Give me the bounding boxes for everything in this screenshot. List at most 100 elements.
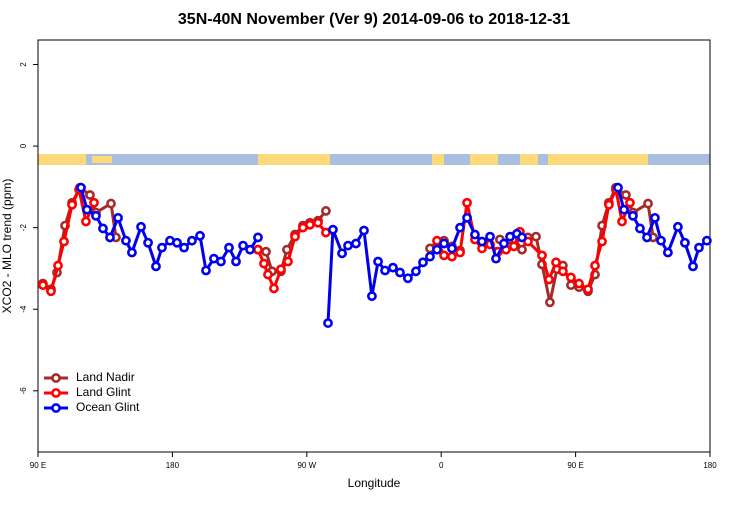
data-point: [195, 230, 205, 241]
data-point: [245, 244, 255, 255]
data-point: [425, 251, 435, 262]
y-tick-label: 2: [19, 62, 28, 67]
data-point: [517, 244, 527, 255]
data-point: [701, 235, 712, 246]
data-point: [46, 286, 56, 297]
data-point: [662, 247, 673, 258]
data-point: [635, 223, 645, 234]
data-point: [628, 210, 638, 221]
data-point: [604, 199, 614, 210]
data-point: [224, 242, 234, 253]
data-point: [367, 291, 377, 302]
data-point: [143, 237, 153, 248]
legend-label: Ocean Glint: [76, 400, 140, 414]
data-point: [253, 232, 263, 243]
data-point: [259, 258, 269, 269]
data-point: [359, 225, 369, 236]
data-point: [290, 231, 300, 242]
data-point: [625, 197, 635, 208]
data-point: [470, 229, 480, 240]
data-point: [76, 182, 86, 193]
y-tick-label: 0: [19, 143, 28, 148]
data-point: [643, 198, 653, 209]
data-point: [305, 219, 315, 230]
data-point: [402, 273, 413, 284]
data-point: [253, 244, 263, 255]
data-point: [545, 297, 555, 308]
data-point: [418, 257, 428, 268]
legend-marker: [51, 388, 61, 398]
data-point: [187, 235, 197, 246]
data-point: [566, 272, 576, 283]
data-point: [491, 253, 501, 264]
data-point: [447, 243, 457, 254]
data-point: [231, 256, 241, 267]
data-point: [411, 266, 421, 277]
data-point: [613, 182, 623, 193]
data-point: [656, 235, 666, 246]
data-point: [499, 238, 509, 249]
data-point: [82, 204, 92, 215]
data-point: [313, 217, 323, 228]
y-axis-label: XCO2 - MLO trend (ppm): [0, 179, 14, 314]
data-point: [127, 247, 137, 258]
data-point: [649, 212, 660, 223]
legend-label: Land Glint: [76, 385, 131, 399]
data-point: [462, 212, 472, 223]
data-point: [67, 199, 77, 210]
data-point: [619, 204, 629, 215]
data-point: [151, 261, 161, 272]
chart-title: 35N-40N November (Ver 9) 2014-09-06 to 2…: [178, 11, 570, 28]
data-point: [688, 261, 698, 272]
data-point: [283, 256, 293, 267]
data-point: [337, 248, 347, 259]
data-point: [380, 265, 390, 276]
x-tick-label: 180: [166, 461, 180, 470]
data-point: [558, 266, 568, 277]
data-point: [261, 246, 271, 257]
legend-marker: [51, 373, 61, 383]
data-point: [509, 241, 519, 252]
data-point: [201, 265, 211, 276]
data-point: [462, 197, 472, 208]
data-point: [59, 236, 69, 247]
data-point: [455, 222, 465, 233]
data-point: [617, 216, 627, 227]
x-tick-label: 180: [703, 461, 717, 470]
data-point: [91, 210, 101, 221]
data-point: [269, 283, 279, 294]
data-point: [53, 260, 63, 271]
data-point: [439, 238, 449, 249]
legend-marker: [51, 403, 61, 413]
data-point: [485, 231, 495, 242]
data-point: [263, 269, 273, 280]
data-point: [388, 262, 398, 273]
data-point: [113, 212, 123, 223]
data-point: [694, 242, 704, 253]
data-point: [328, 224, 338, 235]
data-point: [276, 264, 286, 275]
data-point: [216, 256, 226, 267]
x-tick-label: 90 E: [30, 461, 46, 470]
x-tick-label: 90 E: [567, 461, 583, 470]
data-point: [537, 250, 547, 261]
data-point: [106, 198, 116, 209]
data-point: [179, 242, 189, 253]
data-point: [121, 235, 131, 246]
land-mask-band: [38, 154, 710, 165]
data-point: [477, 236, 487, 247]
data-point: [157, 242, 167, 253]
data-point: [544, 274, 554, 285]
plot-frame: [37, 39, 711, 453]
data-point: [351, 238, 361, 249]
data-point: [680, 237, 690, 248]
legend-label: Land Nadir: [76, 370, 135, 384]
data-point: [38, 280, 48, 291]
data-point: [455, 247, 465, 258]
data-point: [343, 240, 353, 251]
data-point: [590, 260, 600, 271]
data-point: [323, 318, 333, 328]
data-point: [395, 267, 405, 278]
data-point: [81, 216, 91, 227]
